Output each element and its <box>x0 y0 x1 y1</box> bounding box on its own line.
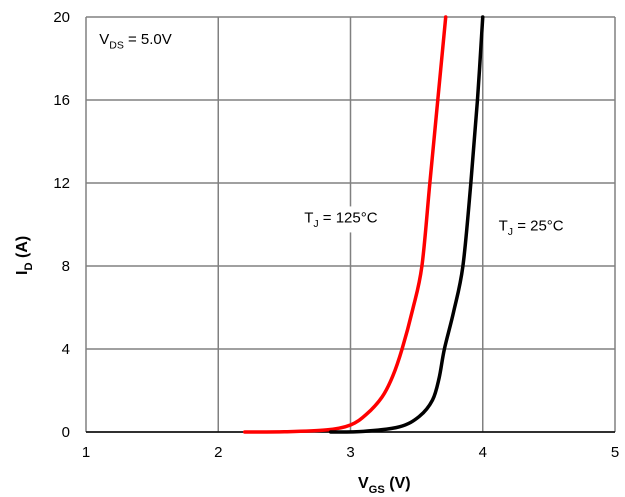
y-tick-label: 8 <box>62 258 70 275</box>
y-tick-label: 20 <box>53 9 70 26</box>
x-tick-label: 3 <box>346 444 354 461</box>
series-line <box>242 15 448 434</box>
x-axis-label: VGS (V) <box>358 475 411 496</box>
x-tick-label: 1 <box>82 444 90 461</box>
x-tick-label: 5 <box>611 444 619 461</box>
y-tick-label: 0 <box>62 424 70 441</box>
y-tick-label: 4 <box>62 341 70 358</box>
y-tick-label: 12 <box>53 175 70 192</box>
x-tick-label: 4 <box>479 444 487 461</box>
annotation-label: TJ = 25°C <box>499 218 564 239</box>
y-tick-label: 16 <box>53 92 70 109</box>
x-tick-label: 2 <box>214 444 222 461</box>
annotation-label: TJ = 125°C <box>304 209 378 230</box>
annotation-background <box>300 206 391 233</box>
y-axis-label: ID (A) <box>14 236 35 275</box>
series-line <box>328 15 485 434</box>
annotation-label: VDS = 5.0V <box>99 31 172 52</box>
annotation-background <box>494 214 577 241</box>
annotation-background <box>95 27 177 54</box>
